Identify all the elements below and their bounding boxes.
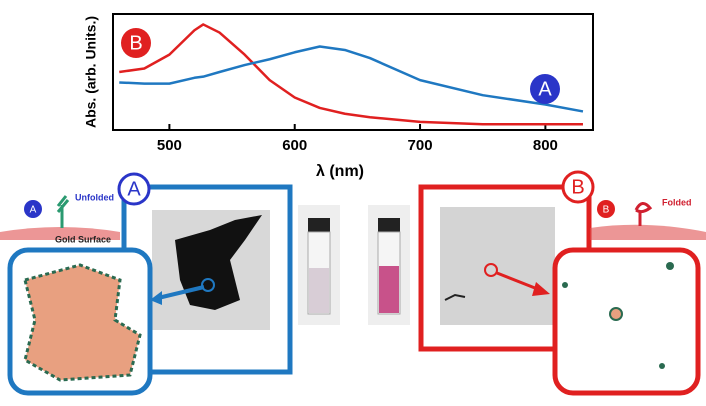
nanoparticle <box>666 262 674 270</box>
small-badge <box>597 200 615 218</box>
nanoparticle <box>609 307 623 321</box>
zoom-arrow-head <box>150 291 162 305</box>
gold-surface <box>590 224 706 240</box>
nanoparticle <box>659 363 665 369</box>
panel-badge <box>561 170 595 204</box>
plot-frame <box>112 13 594 131</box>
zoom-arrow <box>157 285 205 300</box>
series-line <box>119 23 583 126</box>
vial-liquid <box>309 268 329 313</box>
zoom-arrow <box>496 271 541 292</box>
zoom-marker <box>484 263 498 277</box>
nanoparticle-cluster <box>23 263 142 382</box>
series-badge <box>530 74 560 104</box>
series-badge <box>121 28 151 58</box>
peptide-icon <box>56 195 70 228</box>
series-badge-label: A <box>538 78 552 100</box>
panel-badge-label: B <box>571 176 584 198</box>
x-tick-label: 800 <box>533 137 558 154</box>
series-badge-label: B <box>129 32 142 54</box>
small-badge-label: B <box>603 205 610 216</box>
x-tick-label: 600 <box>282 137 307 154</box>
gold-surface <box>0 227 120 240</box>
state-label: Folded <box>662 197 692 207</box>
tem-image <box>440 207 555 325</box>
zoom-box <box>552 247 701 396</box>
peptide-icon <box>634 202 653 226</box>
vial-cap <box>308 218 330 232</box>
panel-badge-label: A <box>127 178 141 200</box>
particles <box>444 293 466 301</box>
zoom-arrow-head <box>532 282 550 296</box>
zoom-marker <box>201 278 215 292</box>
surface-label: Gold Surface <box>55 234 111 244</box>
small-badge-label: A <box>30 205 37 216</box>
small-badge <box>24 200 42 218</box>
x-tick-label: 500 <box>157 137 182 154</box>
plot: 500 600 700 800 <box>119 23 584 154</box>
state-label: Unfolded <box>75 192 114 202</box>
vial-liquid <box>379 266 399 313</box>
aggregate <box>175 215 262 310</box>
panel-badge <box>117 172 151 206</box>
x-tick-label: 700 <box>408 137 433 154</box>
series-line <box>119 45 584 113</box>
x-axis-label: λ (nm) <box>316 163 364 180</box>
nanoparticle <box>562 282 568 288</box>
vial-cap <box>378 218 400 232</box>
y-axis-label: Abs. (arb. Units.) <box>83 16 99 128</box>
